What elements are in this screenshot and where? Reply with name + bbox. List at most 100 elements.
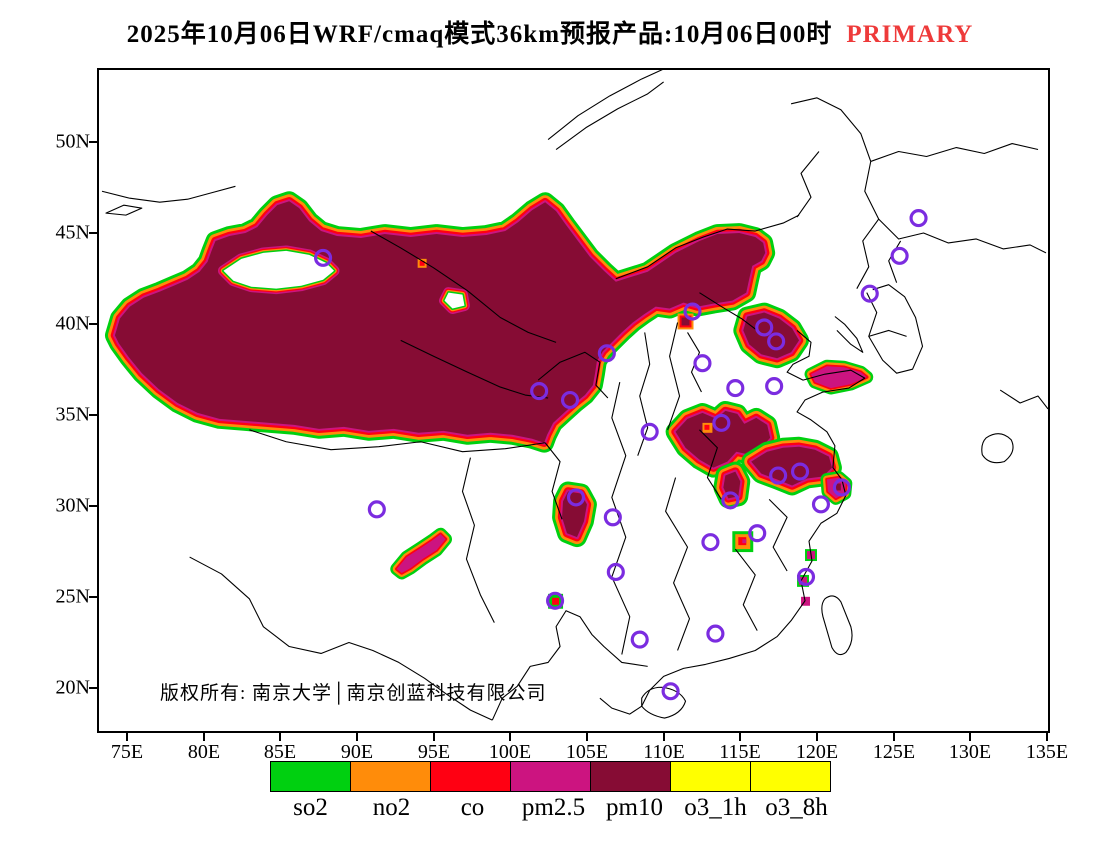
border-line bbox=[699, 429, 722, 500]
border-line bbox=[667, 322, 681, 431]
legend-label-pm10: pm10 bbox=[606, 794, 663, 821]
x-tick bbox=[816, 733, 818, 741]
y-tick-label: 35N bbox=[55, 403, 90, 426]
city-marker bbox=[566, 488, 586, 507]
city-marker bbox=[546, 591, 565, 610]
x-tick-label: 115E bbox=[719, 741, 761, 763]
border-line bbox=[249, 429, 546, 453]
x-tick bbox=[969, 733, 971, 741]
city-marker bbox=[701, 533, 720, 552]
pollutant-dot bbox=[799, 576, 808, 585]
y-tick-label: 30N bbox=[55, 494, 90, 517]
pollutant-dot bbox=[801, 596, 811, 606]
x-tick bbox=[433, 733, 435, 741]
city-marker bbox=[832, 478, 851, 497]
x-tick-label: 90E bbox=[340, 741, 374, 763]
city-marker bbox=[726, 379, 745, 398]
border-line bbox=[981, 433, 1014, 464]
x-tick-label: 75E bbox=[110, 741, 144, 763]
city-marker bbox=[790, 462, 810, 481]
x-tick-label: 95E bbox=[417, 741, 451, 763]
legend-label-pm2.5: pm2.5 bbox=[521, 794, 586, 821]
border-line bbox=[461, 457, 495, 623]
border-line bbox=[999, 389, 1048, 410]
x-tick-label: 120E bbox=[795, 741, 839, 763]
pollutant-dot bbox=[552, 597, 560, 605]
geography-layer bbox=[101, 70, 1048, 721]
legend-swatch-o3_1h bbox=[670, 761, 751, 792]
x-tick bbox=[203, 733, 205, 741]
y-tick-label: 45N bbox=[55, 221, 90, 244]
city-marker bbox=[767, 332, 786, 351]
y-tick bbox=[89, 414, 97, 416]
city-marker bbox=[860, 284, 879, 303]
x-tick-label: 80E bbox=[187, 741, 221, 763]
pollutant-dot bbox=[833, 483, 841, 491]
legend-labels: so2 no2 co pm2.5 pm10 o3_1h o3_8h bbox=[270, 794, 837, 822]
y-tick bbox=[89, 505, 97, 507]
x-tick-label: 130E bbox=[948, 741, 992, 763]
city-marker bbox=[712, 413, 731, 432]
pollutant-dot bbox=[704, 424, 710, 430]
border-line bbox=[615, 214, 800, 280]
pollutant-dot bbox=[681, 317, 690, 326]
city-marker bbox=[597, 344, 616, 363]
legend-swatch-so2 bbox=[270, 761, 351, 792]
y-tick-label: 25N bbox=[55, 585, 90, 608]
legend-label-co: co bbox=[460, 794, 485, 821]
y-tick bbox=[89, 323, 97, 325]
x-tick-label: 100E bbox=[488, 741, 532, 763]
yunnan-pm25-diagonal-blob bbox=[396, 534, 446, 573]
legend-label-o3_8h: o3_8h bbox=[765, 794, 828, 821]
city-marker bbox=[890, 246, 909, 265]
border-line bbox=[491, 610, 648, 721]
city-marker bbox=[560, 390, 580, 410]
x-tick-label: 85E bbox=[263, 741, 297, 763]
x-tick bbox=[1046, 733, 1048, 741]
border-line bbox=[400, 339, 549, 399]
border-line bbox=[796, 151, 820, 218]
y-tick-label: 50N bbox=[55, 130, 90, 153]
x-tick bbox=[893, 733, 895, 741]
city-marker bbox=[796, 567, 816, 586]
forecast-title-text: 2025年10月06日WRF/cmaq模式36km预报产品:10月06日00时 bbox=[126, 21, 833, 48]
pollutant-dot bbox=[419, 260, 425, 266]
china-forecast-map bbox=[101, 70, 1048, 721]
border-line bbox=[768, 499, 788, 572]
border-line bbox=[537, 351, 609, 399]
pollution-blobs-layer bbox=[104, 191, 874, 609]
border-line bbox=[790, 97, 1047, 254]
map-frame bbox=[97, 68, 1050, 733]
x-tick-label: 110E bbox=[643, 741, 685, 763]
city-marker bbox=[603, 508, 622, 527]
small-hole bbox=[444, 292, 465, 309]
border-line bbox=[544, 442, 563, 520]
border-line bbox=[370, 230, 557, 343]
copyright-text: 版权所有: 南京大学│南京创蓝科技有限公司 bbox=[160, 683, 547, 704]
y-tick bbox=[89, 687, 97, 689]
border-line bbox=[641, 686, 687, 719]
legend-swatch-pm2.5 bbox=[510, 761, 591, 792]
hubei-pm10-finger bbox=[723, 471, 741, 499]
city-marker bbox=[661, 682, 680, 701]
city-marker bbox=[630, 630, 649, 649]
legend-label-so2: so2 bbox=[293, 794, 328, 821]
border-line bbox=[699, 292, 758, 331]
city-marker bbox=[748, 524, 767, 543]
city-marker bbox=[769, 466, 788, 485]
y-tick-label: 20N bbox=[55, 676, 90, 699]
y-tick bbox=[89, 232, 97, 234]
city-marker bbox=[530, 382, 549, 401]
x-tick bbox=[509, 733, 511, 741]
border-line bbox=[870, 143, 1039, 162]
x-tick-label: 135E bbox=[1025, 741, 1069, 763]
pollutant-dot bbox=[742, 539, 747, 544]
border-line bbox=[834, 316, 864, 353]
x-tick bbox=[126, 733, 128, 741]
x-tick bbox=[279, 733, 281, 741]
legend-label-no2: no2 bbox=[372, 794, 411, 821]
border-line bbox=[734, 548, 758, 631]
city-marker bbox=[909, 209, 928, 228]
legend-swatch-no2 bbox=[350, 761, 431, 792]
